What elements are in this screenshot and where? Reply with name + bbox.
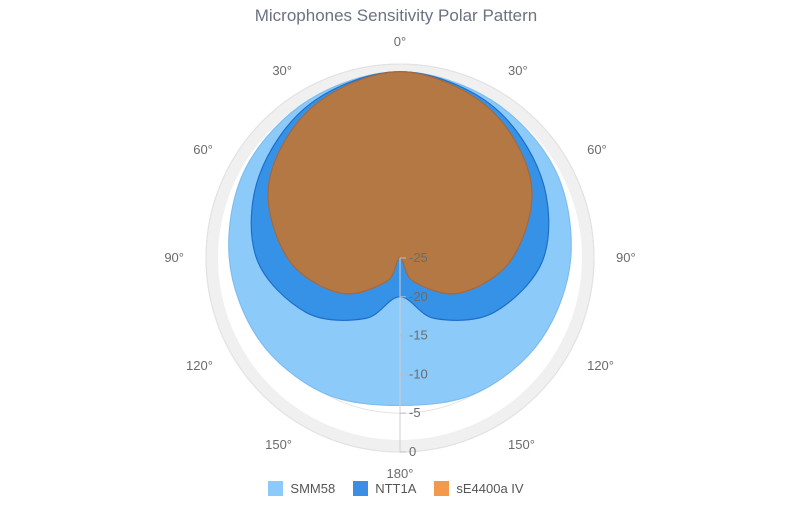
- legend: SMM58 NTT1A sE4400a IV: [0, 481, 792, 496]
- legend-label: SMM58: [290, 481, 336, 496]
- angle-labels: 0° 30° 60° 90° 120° 150° 180° 150° 120° 90° 60° 30°: [164, 34, 635, 481]
- chart-title: Microphones Sensitivity Polar Pattern: [254, 6, 538, 25]
- angle-label: 60°: [193, 142, 213, 157]
- legend-item-smm58[interactable]: SMM58: [268, 481, 335, 496]
- legend-swatch: [434, 481, 450, 496]
- legend-item-ntt1a[interactable]: NTT1A: [353, 481, 416, 496]
- radial-axis: 0 -5 -10 -15 -20 -25: [399, 250, 428, 459]
- legend-swatch: [268, 481, 284, 496]
- angle-label: 120°: [186, 358, 213, 373]
- radial-tick-label: -5: [409, 405, 421, 420]
- angle-label: 90°: [616, 250, 636, 265]
- radial-tick-label: -10: [409, 366, 428, 381]
- angle-label: 0°: [394, 34, 406, 49]
- legend-item-se4400a[interactable]: sE4400a IV: [434, 481, 524, 496]
- angle-label: 150°: [508, 437, 535, 452]
- angle-label: 180°: [387, 466, 414, 481]
- angle-label: 60°: [587, 142, 607, 157]
- angle-label: 30°: [272, 63, 292, 78]
- legend-label: sE4400a IV: [456, 481, 524, 496]
- legend-swatch: [353, 481, 369, 496]
- series-layer: [228, 71, 572, 407]
- radial-tick-label: -15: [409, 328, 428, 343]
- radial-tick-label: -20: [409, 289, 428, 304]
- legend-label: NTT1A: [375, 481, 417, 496]
- angle-label: 30°: [508, 63, 528, 78]
- radial-tick-label: 0: [409, 444, 416, 459]
- angle-label: 120°: [587, 358, 614, 373]
- radial-tick-label: -25: [409, 250, 428, 265]
- angle-label: 150°: [265, 437, 292, 452]
- angle-label: 90°: [164, 250, 184, 265]
